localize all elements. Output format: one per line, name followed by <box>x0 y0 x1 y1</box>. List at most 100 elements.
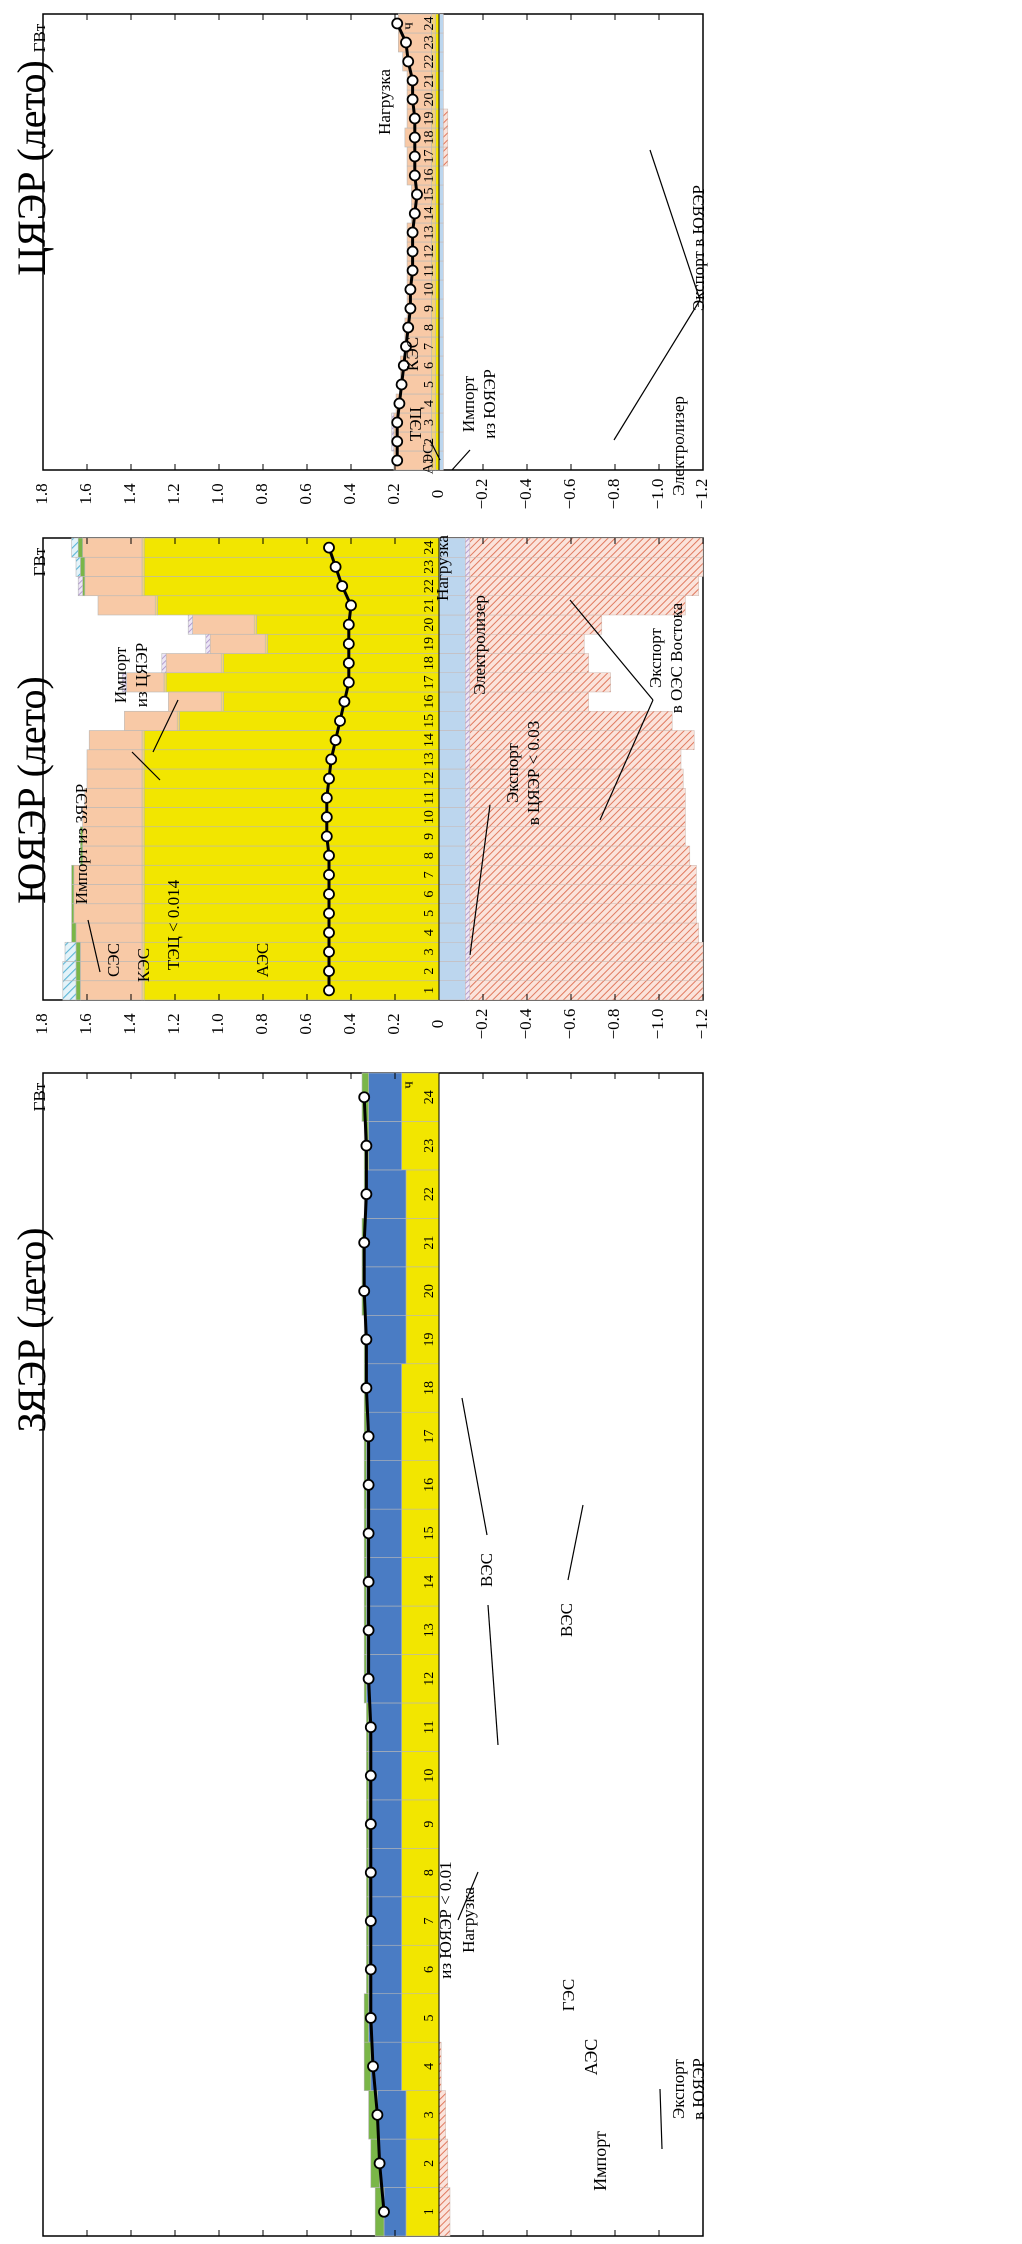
x-tick-label: 21 <box>422 1236 437 1250</box>
bar-tec <box>220 653 224 674</box>
bar-electrolyzer <box>438 672 466 693</box>
load-point <box>362 1478 375 1491</box>
load-point <box>342 637 355 650</box>
x-tick-label: 15 <box>422 714 437 728</box>
load-point <box>360 1382 373 1394</box>
load-point <box>364 1963 377 1976</box>
bar-export_oes <box>469 922 699 943</box>
bar-aes <box>143 961 440 982</box>
bar-electrolyzer <box>438 13 444 34</box>
y-axis-unit: ГВт <box>30 23 49 52</box>
bar-tec <box>264 633 268 654</box>
y-tick-label: 0.2 <box>384 483 403 504</box>
bar-kes <box>73 903 143 924</box>
x-tick-label: 23 <box>422 36 437 50</box>
x-tick-label: 22 <box>422 1187 437 1201</box>
annotation-arrow <box>469 804 491 956</box>
load-point <box>402 55 415 68</box>
chart-panel: 1.8 1.6 1.4 1.2 1.0 0.8 0.6 0.4 0.2 0 −0.2 −0.4 −0.6… <box>9 537 711 1040</box>
load-point <box>406 226 419 239</box>
load-point <box>391 416 404 429</box>
x-tick-label: 9 <box>422 1821 437 1828</box>
annotation-label: ТЭЦ <box>406 407 425 441</box>
y-axis-unit: ГВт <box>30 1082 49 1111</box>
annotation-label: в ЦЯЭР < 0.03 <box>524 721 543 825</box>
x-tick-label: 15 <box>422 1526 437 1540</box>
annotation-label: из ЮЯЭР < 0.01 <box>436 1861 455 1978</box>
y-tick-label: 1.4 <box>120 483 139 505</box>
load-point <box>320 830 333 843</box>
load-point <box>364 1721 377 1734</box>
annotation-label: Нагрузка <box>459 1887 478 1953</box>
x-tick-label: 6 <box>422 1966 437 1973</box>
load-point <box>402 321 415 334</box>
annotation-label: АЭС <box>420 444 436 474</box>
x-tick-label: 6 <box>422 891 437 898</box>
bar-aes <box>401 1072 440 1122</box>
y-tick-label: 0.6 <box>296 483 315 504</box>
y-tick-label: −0.8 <box>604 1009 623 1040</box>
annotation-label: из ЮЯЭР <box>480 369 499 439</box>
bar-tec <box>154 595 158 616</box>
y-tick-label: −1.2 <box>692 479 711 510</box>
load-point <box>391 17 404 30</box>
x-tick-label: 16 <box>422 169 437 183</box>
bar-aes <box>143 941 440 962</box>
y-tick-label: −0.2 <box>472 479 491 510</box>
bar-electrolyzer <box>438 768 466 789</box>
bar-tec <box>163 672 167 693</box>
bar-ves <box>71 922 77 943</box>
load-point <box>323 984 335 997</box>
bar-electrolyzer <box>438 961 466 981</box>
load-point <box>342 657 355 670</box>
y-tick-label: −0.6 <box>560 479 579 510</box>
bar-import <box>121 672 127 693</box>
bar-electrolyzer <box>438 127 444 148</box>
load-point <box>404 302 417 315</box>
x-tick-label: 4 <box>422 929 437 936</box>
bar-aes <box>143 903 440 924</box>
x-tick-label: 12 <box>422 1672 437 1686</box>
x-tick-label: 10 <box>422 283 437 297</box>
load-point <box>391 454 404 467</box>
bar-ges <box>366 1169 407 1219</box>
load-point <box>342 676 355 689</box>
load-point <box>358 1285 371 1297</box>
x-tick-label: 22 <box>422 579 437 593</box>
load-point <box>364 1915 377 1927</box>
bar-electrolyzer <box>438 884 466 904</box>
load-point <box>342 618 355 631</box>
x-tick-label: 24 <box>422 1090 437 1104</box>
x-tick-label: 16 <box>422 1478 437 1492</box>
bar-ges <box>366 1314 407 1365</box>
bar-import <box>205 633 211 654</box>
bar-aes <box>143 884 440 905</box>
bar-ses <box>62 980 77 1001</box>
bar-export_oes <box>469 980 704 1001</box>
x-tick-label: 20 <box>422 618 437 632</box>
annotation-label: Импорт из ЗЯЭР <box>72 784 91 905</box>
bar-electrolyzer <box>438 89 444 110</box>
bar-tec <box>141 884 145 905</box>
load-point <box>364 1769 377 1782</box>
x-tick-label: 15 <box>422 188 437 202</box>
annotation-label: СЭС <box>104 943 123 977</box>
chart-title: ЗЯЭР (лето) <box>9 1227 54 1432</box>
x-tick-label: 9 <box>422 833 437 840</box>
bar-tec <box>141 845 145 866</box>
bar-electrolyzer <box>438 691 466 712</box>
bar-electrolyzer <box>438 336 444 357</box>
annotation-arrow <box>152 699 179 753</box>
bar-export_cyaer <box>465 749 471 770</box>
load-point <box>411 188 423 201</box>
bar-aes <box>143 826 440 847</box>
bar-tec <box>141 749 145 770</box>
x-tick-label: 16 <box>422 695 437 709</box>
load-point <box>404 283 417 296</box>
load-point <box>408 112 421 125</box>
bar-aes <box>143 730 440 751</box>
bar-export <box>443 146 449 167</box>
bar-ves <box>80 826 83 847</box>
x-tick-label: 22 <box>422 55 437 69</box>
x-tick-label: 5 <box>422 381 437 388</box>
